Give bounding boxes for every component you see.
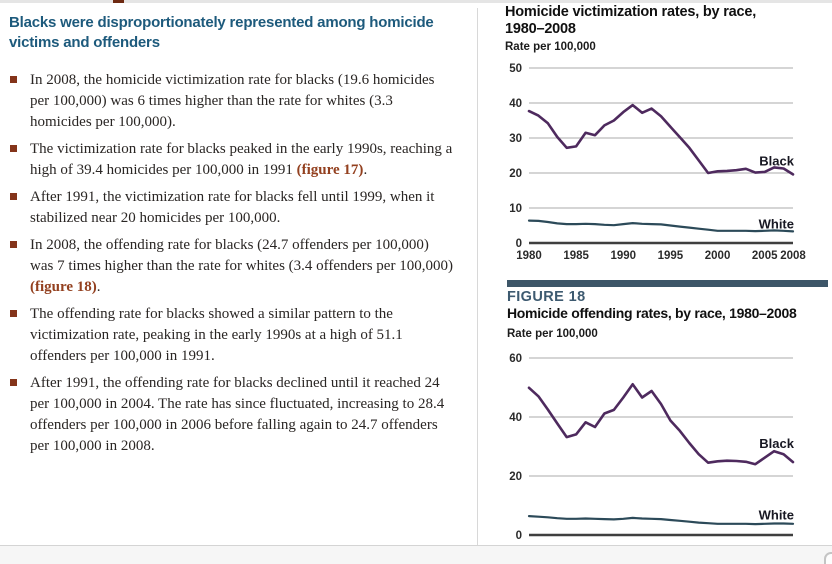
figure17-chart: 0 10 20 30 40 50 1980 1985 1990 1995 2000 2005 2008 B… xyxy=(509,63,806,262)
figure18-title: Homicide offending rates, by race, 1980–… xyxy=(507,305,797,321)
x-tick-label: 1980 xyxy=(516,250,542,262)
column-divider xyxy=(477,8,478,545)
figure18-label: FIGURE 18 xyxy=(507,289,586,305)
figure17-title: Homicide victimization rates, by race, 1… xyxy=(505,4,825,38)
figure-ref-link[interactable]: (figure 18) xyxy=(30,279,97,295)
figure18-axis-unit-label: Rate per 100,000 xyxy=(507,328,598,340)
y-tick-label: 20 xyxy=(509,168,522,180)
series-label-white: White xyxy=(759,217,794,232)
bullet-item: In 2008, the homicide victimization rate… xyxy=(9,70,453,133)
x-tick-label: 1985 xyxy=(563,250,589,262)
bullet-text: The offending rate for blacks showed a s… xyxy=(30,306,403,364)
bullet-text: In 2008, the homicide victimization rate… xyxy=(30,72,435,130)
bullet-list: In 2008, the homicide victimization rate… xyxy=(9,70,453,463)
bullet-text: After 1991, the victimization rate for b… xyxy=(30,189,435,226)
series-line-black xyxy=(527,382,795,466)
bullet-suffix: . xyxy=(363,162,368,178)
series-line-black xyxy=(527,103,795,176)
y-tick-label: 40 xyxy=(509,98,522,110)
bullet-item: In 2008, the offending rate for blacks (… xyxy=(9,235,453,298)
figure-ref-link[interactable]: (figure 17) xyxy=(296,162,364,178)
figure17-title-line2: 1980–2008 xyxy=(505,21,576,37)
x-tick-label: 1995 xyxy=(658,250,684,262)
y-tick-label: 60 xyxy=(509,353,522,365)
top-cutoff-strip xyxy=(0,0,832,3)
bullet-square-icon xyxy=(10,310,17,317)
bullet-item: After 1991, the offending rate for black… xyxy=(9,373,453,457)
bullet-square-icon xyxy=(10,76,17,83)
bullet-square-icon xyxy=(10,193,17,200)
y-tick-label: 20 xyxy=(509,471,522,483)
bullet-item: After 1991, the victimization rate for b… xyxy=(9,187,453,229)
section-heading: Blacks were disproportionately represent… xyxy=(9,13,469,53)
series-line-white xyxy=(527,515,795,526)
bullet-suffix: . xyxy=(96,279,101,295)
y-tick-label: 40 xyxy=(509,412,522,424)
y-tick-label: 0 xyxy=(516,238,522,250)
bullet-square-icon xyxy=(10,241,17,248)
viewer-background xyxy=(0,546,832,564)
series-label-white: White xyxy=(759,508,794,523)
x-tick-label: 2000 xyxy=(705,250,731,262)
y-tick-label: 0 xyxy=(516,530,522,542)
series-label-black: Black xyxy=(759,153,794,168)
x-tick-label: 2005 xyxy=(752,250,778,262)
figure17-axis-unit-label: Rate per 100,000 xyxy=(505,41,596,53)
bullet-square-icon xyxy=(10,145,17,152)
section-heading-line2: victims and offenders xyxy=(9,34,160,51)
x-tick-label: 2008 xyxy=(780,250,806,262)
series-line-white xyxy=(527,219,795,233)
section-heading-line1: Blacks were disproportionately represent… xyxy=(9,14,434,31)
bullet-text: The victimization rate for blacks peaked… xyxy=(30,141,453,178)
bullet-text: In 2008, the offending rate for blacks (… xyxy=(30,237,453,274)
bullet-square-icon xyxy=(10,379,17,386)
y-tick-label: 10 xyxy=(509,203,522,215)
figure18-header-bar xyxy=(507,280,828,287)
bullet-item: The victimization rate for blacks peaked… xyxy=(9,139,453,181)
viewer-corner-control[interactable] xyxy=(824,552,832,564)
page-bottom-edge xyxy=(0,545,832,546)
figure18-chart: 0 20 40 60 Black White xyxy=(509,353,795,542)
y-tick-label: 50 xyxy=(509,63,522,75)
bullet-item: The offending rate for blacks showed a s… xyxy=(9,304,453,367)
x-tick-label: 1990 xyxy=(610,250,636,262)
cut-text-fragment xyxy=(113,0,124,3)
y-tick-label: 30 xyxy=(509,133,522,145)
figure17-title-line1: Homicide victimization rates, by race, xyxy=(505,4,757,20)
bullet-text: After 1991, the offending rate for black… xyxy=(30,375,445,454)
series-label-black: Black xyxy=(759,436,794,451)
